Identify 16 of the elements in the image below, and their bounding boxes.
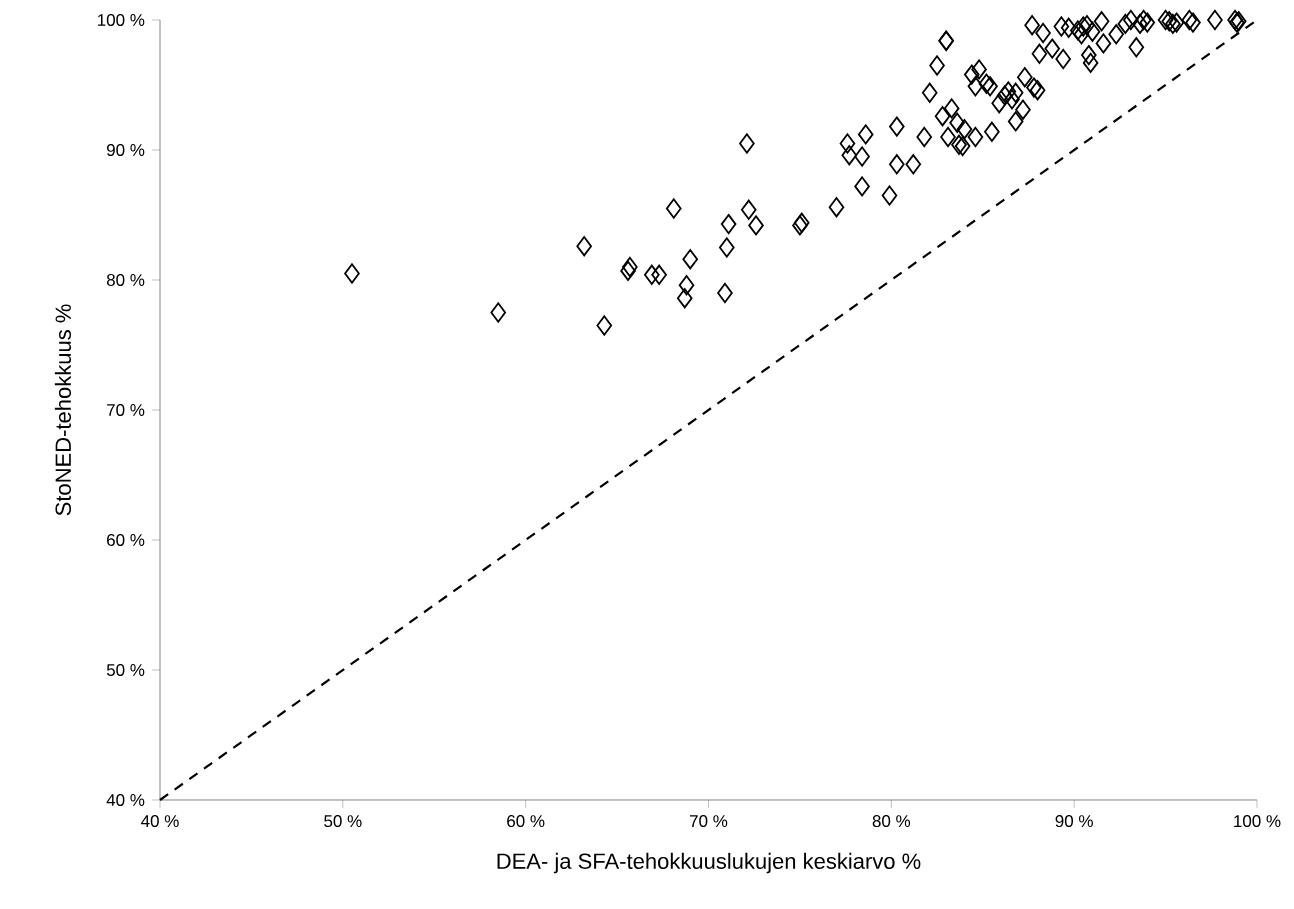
x-tick-label: 50 %	[324, 815, 362, 828]
x-tick-label: 60 %	[507, 815, 545, 828]
y-tick-label: 40 %	[106, 793, 145, 806]
x-tick-label: 70 %	[690, 815, 728, 828]
y-tick-label: 80 %	[106, 273, 145, 286]
y-tick-label: 50 %	[106, 663, 145, 676]
x-tick-label: 90 %	[1055, 815, 1093, 828]
y-tick-label: 100 %	[98, 13, 145, 26]
x-tick-label: 40 %	[141, 815, 179, 828]
y-axis-title: StoNED-tehokkuus %	[54, 304, 72, 516]
y-tick-label: 70 %	[107, 403, 145, 416]
x-tick-label: 80 %	[872, 815, 911, 828]
y-tick-label: 90 %	[106, 143, 145, 156]
x-tick-label: 100 %	[1234, 815, 1281, 828]
x-axis-title: DEA- ja SFA-tehokkuuslukujen keskiarvo %	[497, 852, 921, 874]
y-tick-label: 60 %	[107, 533, 145, 546]
